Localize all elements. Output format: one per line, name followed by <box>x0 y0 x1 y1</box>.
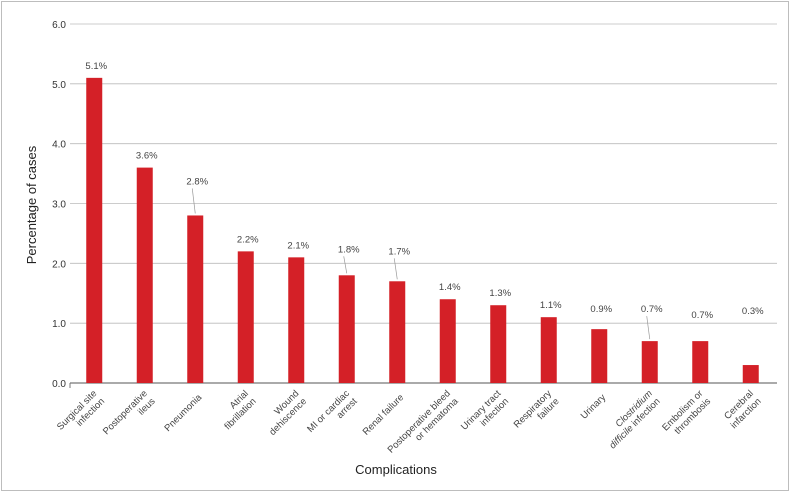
data-label: 1.3% <box>489 288 511 299</box>
y-tick-label: 1.0 <box>52 319 66 330</box>
y-tick-label: 5.0 <box>52 80 66 91</box>
bar <box>591 329 608 383</box>
bar <box>237 251 254 383</box>
data-label: 1.7% <box>388 246 410 257</box>
category-label-line: Renal failure <box>361 392 406 437</box>
bar <box>288 257 305 383</box>
category-label-line: Urinary <box>579 392 609 422</box>
data-label: 1.4% <box>439 282 461 293</box>
data-label: 1.1% <box>540 300 562 311</box>
y-tick-label: 6.0 <box>52 20 66 31</box>
bar <box>540 317 557 383</box>
y-tick-label: 0.0 <box>52 379 66 390</box>
bar <box>136 167 153 383</box>
y-tick-label: 4.0 <box>52 140 66 151</box>
data-label: 0.7% <box>641 304 663 315</box>
bar <box>742 365 759 383</box>
data-label: 2.1% <box>287 240 309 251</box>
leader-line <box>393 258 398 280</box>
category-label: Urinary <box>579 392 609 422</box>
data-label: 0.3% <box>742 306 764 317</box>
bar <box>187 215 204 383</box>
data-label: 0.9% <box>590 304 612 315</box>
bar <box>490 305 507 383</box>
category-labels: Surgical siteinfectionPostoperativeileus… <box>55 388 764 455</box>
gridlines <box>69 23 777 388</box>
category-label: Renal failure <box>361 392 406 437</box>
bar <box>86 77 103 383</box>
bars <box>86 77 759 383</box>
bar <box>692 341 709 383</box>
data-label: 2.2% <box>237 234 259 245</box>
leader-line <box>191 188 196 214</box>
y-tick-label: 3.0 <box>52 200 66 211</box>
bar <box>641 341 658 383</box>
data-label: 3.6% <box>136 151 158 162</box>
data-label: 5.1% <box>85 61 107 72</box>
data-label: 0.7% <box>691 310 713 321</box>
bar <box>439 299 456 383</box>
data-label: 1.8% <box>338 244 360 255</box>
x-axis-title: Complications <box>355 462 437 477</box>
category-label-line: Pneumonia <box>162 392 204 434</box>
leader-line <box>646 316 651 340</box>
y-tick-label: 2.0 <box>52 259 66 270</box>
leader-line <box>343 256 348 274</box>
y-axis-title: Percentage of cases <box>24 145 39 264</box>
data-labels: 5.1% 3.6% 2.8% 2.2% 2.1% 1.8% 1.7% 1.4% 1.3% 1.1%… <box>85 61 764 340</box>
bar <box>338 275 355 383</box>
category-label: Pneumonia <box>162 392 204 434</box>
bar <box>389 281 406 383</box>
y-tick-labels: 0.0 1.0 2.0 3.0 4.0 5.0 6.0 <box>52 20 66 390</box>
data-label: 2.8% <box>186 176 208 187</box>
